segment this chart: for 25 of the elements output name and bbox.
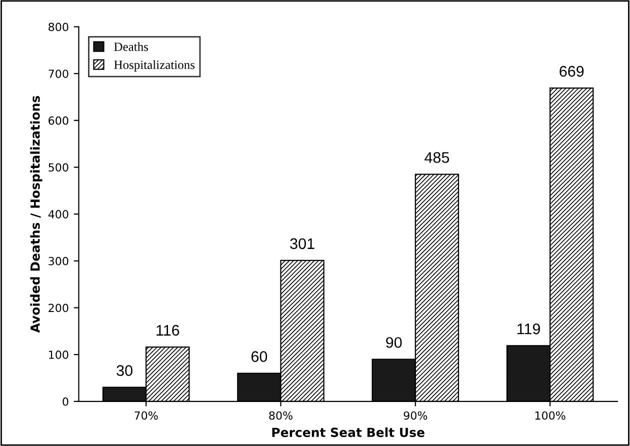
data-label: 116: [156, 324, 180, 336]
data-label: 301: [290, 238, 314, 250]
x-axis-title: Percent Seat Belt Use: [272, 427, 424, 438]
y-tick-label: 500: [48, 163, 68, 172]
data-label: 119: [518, 324, 540, 334]
y-tick-label: 800: [48, 22, 68, 32]
data-label: 669: [560, 66, 584, 77]
y-tick-label: 400: [48, 210, 68, 218]
y-tick-label: 700: [48, 70, 68, 78]
legend-label: Deaths: [114, 42, 148, 52]
data-label: 485: [424, 152, 450, 163]
y-tick-label: 600: [48, 116, 68, 125]
y-tick-label: 0: [62, 397, 68, 406]
y-axis-title: Avoided Deaths / Hospitalizations: [30, 96, 42, 333]
x-tick-label: 80%: [269, 411, 292, 420]
y-tick-label: 300: [48, 256, 68, 266]
x-tick-label: 70%: [134, 411, 158, 420]
legend-label: Hospitalizations: [114, 60, 195, 72]
y-tick-label: 200: [48, 304, 68, 312]
x-tick-label: 100%: [535, 411, 566, 420]
data-label: 30: [116, 365, 132, 376]
y-tick-label: 100: [49, 350, 68, 359]
x-tick-label: 90%: [404, 411, 428, 420]
data-label: 60: [251, 351, 268, 362]
data-label: 90: [386, 337, 402, 348]
